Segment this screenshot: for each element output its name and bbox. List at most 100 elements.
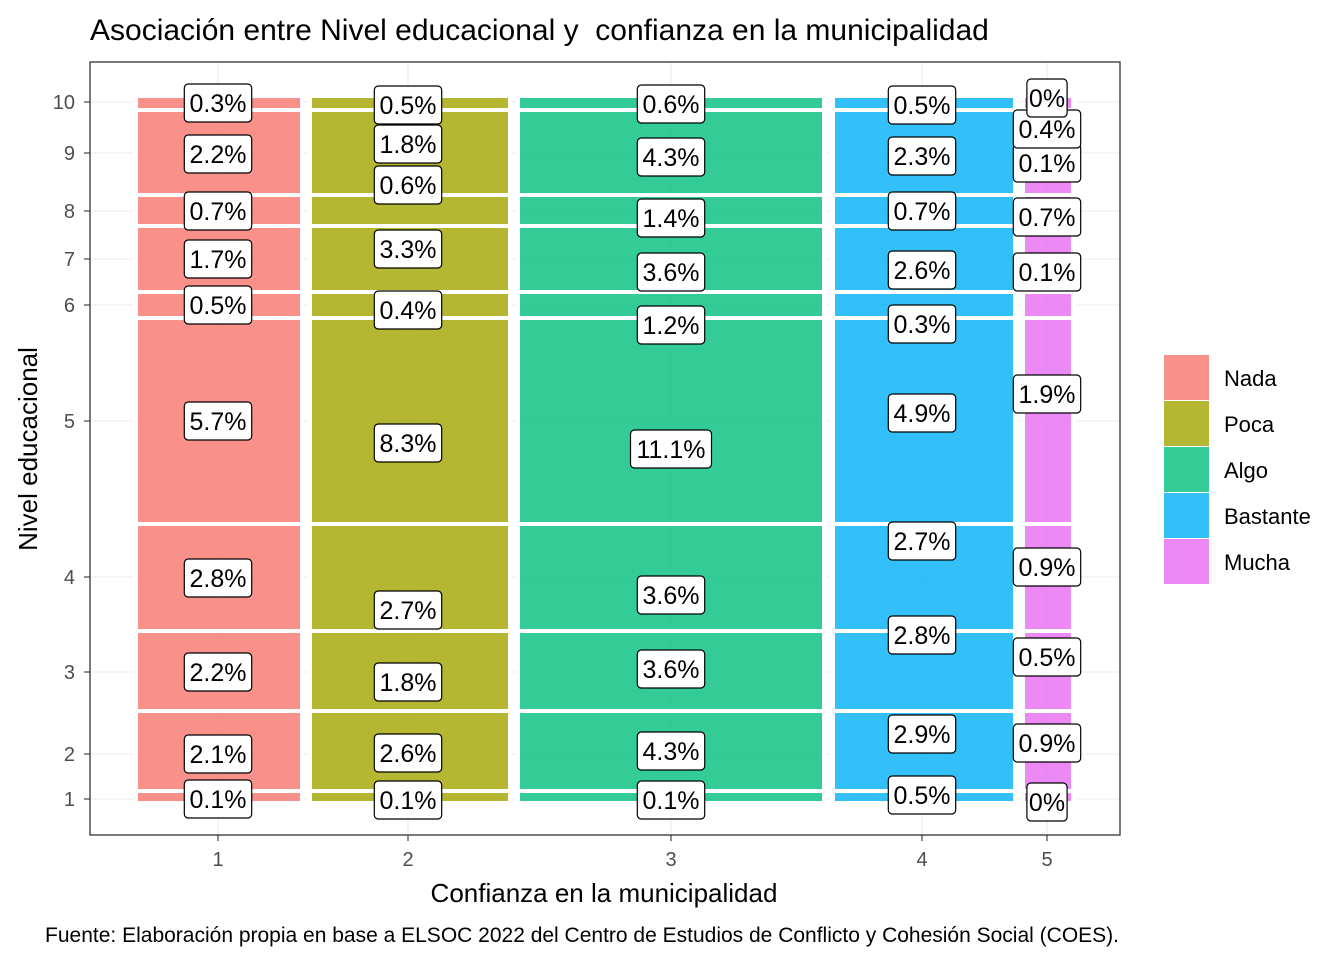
label-text: 0.1% [1019,259,1076,287]
tile-label-mucha-9: 0.4% [1012,109,1082,149]
label-text: 0.7% [894,198,951,226]
y-axis-title: Nivel educacional [13,347,43,551]
label-box [1026,782,1068,822]
label-box [183,191,253,231]
tile-label-nada-3: 2.2% [183,652,253,692]
tile-label-poca-4: 2.7% [373,590,443,630]
tile-label-nada-6: 0.5% [183,285,253,325]
label-box [373,165,443,205]
label-text: 0.9% [1019,554,1076,582]
label-text: 3.6% [643,582,700,610]
y-tick-label: 3 [64,662,75,684]
label-text: 0.4% [380,297,437,325]
tile-label-algo-7: 3.6% [636,252,706,292]
label-box [183,239,253,279]
label-text: 2.7% [894,528,951,556]
label-box [887,714,957,754]
label-text: 8.3% [380,430,437,458]
label-box [373,229,443,269]
label-text: 0.5% [190,292,247,320]
tile-label-bastante-7: 2.6% [887,250,957,290]
label-box [636,731,706,771]
tile-label-bastante-6: 0.3% [887,304,957,344]
y-tick-label: 2 [64,744,75,766]
label-box [887,304,957,344]
label-box [887,615,957,655]
tile-label-algo-4: 3.6% [636,575,706,615]
legend-key [1164,447,1209,492]
y-tick-label: 8 [64,201,75,223]
tile-labels: 0.1% 2.1% 2.2% 2.8% 5.7% 0.5% 1.7% 0.7% 2.2% 0.3%… [183,78,1082,822]
tile-label-bastante-2: 2.9% [887,714,957,754]
label-box [887,191,957,231]
label-box [373,290,443,330]
label-text: 2.8% [894,622,951,650]
y-tick-label: 9 [64,143,75,165]
label-text: 4.3% [643,144,700,172]
tile-label-algo-5: 11.1% [629,429,713,469]
label-box [373,590,443,630]
label-box [373,423,443,463]
x-axis-title: Confianza en la municipalidad [431,878,778,908]
label-box [373,780,443,820]
tile-label-poca-6: 0.4% [373,290,443,330]
label-box [629,429,713,469]
label-text: 3.3% [380,236,437,264]
label-text: 1.9% [1019,381,1076,409]
label-text: 2.2% [190,141,247,169]
legend-label: Mucha [1224,550,1291,575]
label-text: 0.4% [1019,116,1076,144]
label-box [636,575,706,615]
plot-panel-border [89,61,1121,836]
label-text: 2.9% [894,721,951,749]
label-box [183,779,253,819]
legend-label: Poca [1224,412,1275,437]
label-text: 0.5% [1019,644,1076,672]
label-text: 0.3% [190,90,247,118]
label-box [1012,637,1082,677]
label-box [887,393,957,433]
label-text: 2.3% [894,143,951,171]
legend-item-algo: Algo [1164,447,1268,492]
tile-label-nada-7: 1.7% [183,239,253,279]
tile-label-poca-2: 2.6% [373,733,443,773]
tile-label-algo-6: 1.2% [636,305,706,345]
tile-label-poca-8: 0.6% [373,165,443,205]
tile-label-nada-2: 2.1% [183,734,253,774]
label-box [1012,197,1082,237]
tile-mucha-6 [1021,290,1075,320]
tile-label-mucha-4: 0.9% [1012,547,1082,587]
label-text: 2.7% [380,597,437,625]
label-box [636,305,706,345]
legend-key [1164,401,1209,446]
label-text: 3.6% [643,656,700,684]
label-text: 0.7% [190,198,247,226]
label-text: 1.8% [380,669,437,697]
x-tick-label: 4 [916,849,927,871]
label-box [183,285,253,325]
tile-mucha-5 [1021,316,1075,526]
tile-label-bastante-9: 2.3% [887,136,957,176]
label-text: 1.7% [190,246,247,274]
label-text: 4.9% [894,400,951,428]
y-tick-label: 7 [64,249,75,271]
tile-label-poca-10: 0.5% [373,85,443,125]
tile-label-bastante-4: 2.7% [887,521,957,561]
legend-label: Bastante [1224,504,1311,529]
tile-label-algo-10: 0.6% [636,84,706,124]
tile-label-nada-1: 0.1% [183,779,253,819]
chart-title: Asociación entre Nivel educacional y con… [90,14,989,47]
label-text: 1.2% [643,312,700,340]
legend-key [1164,493,1209,538]
tile-label-bastante-3: 2.8% [887,615,957,655]
x-tick-label: 3 [665,849,676,871]
label-box [1012,374,1082,414]
label-text: 0.3% [894,311,951,339]
tile-label-algo-9: 4.3% [636,137,706,177]
label-box [183,734,253,774]
label-box [887,136,957,176]
label-box [636,780,706,820]
caption: Fuente: Elaboración propia en base a ELS… [45,924,1119,947]
label-text: 0.7% [1019,204,1076,232]
